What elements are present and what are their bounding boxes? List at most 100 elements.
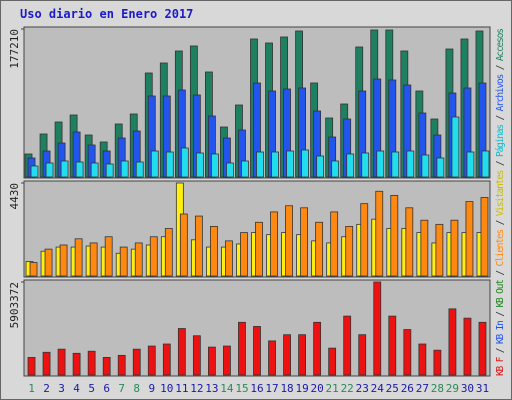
bar (132, 348, 141, 376)
legend-separator: / (495, 265, 506, 280)
bar (316, 155, 325, 178)
bar (448, 308, 457, 376)
bar (271, 151, 279, 178)
bar (373, 281, 382, 376)
bar (478, 321, 487, 376)
bar (481, 150, 490, 178)
bar (328, 347, 337, 376)
x-tick-label: 7 (118, 382, 125, 395)
legend-label: KB F (495, 356, 506, 376)
bar (270, 211, 278, 277)
x-tick-label: 24 (371, 382, 385, 395)
bar (27, 357, 36, 376)
bar (59, 244, 68, 277)
legend-label: KB In (495, 320, 506, 344)
bar (104, 236, 113, 277)
bar (192, 335, 201, 376)
x-tick-label: 27 (416, 382, 429, 395)
x-tick-label: 11 (175, 382, 188, 395)
x-tick-label: 29 (446, 382, 459, 395)
x-tick-label: 3 (58, 382, 65, 395)
bar (480, 197, 489, 277)
bar (29, 262, 38, 277)
legend-label: KB Out (495, 279, 506, 308)
x-tick-label: 23 (356, 382, 369, 395)
bar (162, 343, 171, 376)
bar (238, 321, 246, 376)
legend-label: Accesos (495, 28, 506, 61)
bar (208, 346, 216, 376)
bar (463, 317, 472, 376)
bar (60, 160, 69, 178)
bar (240, 232, 248, 277)
x-tick-label: 15 (235, 382, 248, 395)
bar (403, 329, 412, 376)
bar (44, 248, 53, 277)
bar (241, 160, 249, 178)
bar (418, 343, 427, 376)
bar (177, 328, 186, 376)
bar (194, 215, 203, 277)
x-tick-label: 16 (250, 382, 263, 395)
legend: KB F / KB In / KB Out / Clientes / Visit… (495, 28, 506, 376)
bar (301, 149, 309, 178)
bar (180, 147, 189, 178)
x-tick-label: 4 (73, 382, 80, 395)
legend-separator: / (495, 343, 506, 358)
bar (465, 201, 474, 277)
bar (225, 240, 233, 277)
bar (343, 315, 352, 376)
bar (135, 161, 144, 178)
x-tick-label: 10 (160, 382, 173, 395)
bar (375, 190, 384, 277)
bar (466, 151, 475, 178)
x-tick-label: 28 (431, 382, 444, 395)
bar (361, 152, 370, 178)
bar (30, 165, 39, 178)
x-tick-label: 12 (190, 382, 203, 395)
bar (358, 334, 367, 376)
bar (87, 350, 96, 376)
x-tick-label: 1 (28, 382, 35, 395)
bar (268, 340, 276, 376)
bar (420, 219, 429, 277)
bar (255, 221, 263, 277)
legend-label: Clientes (495, 229, 506, 267)
bar (147, 345, 156, 376)
bar (298, 334, 306, 376)
x-tick-label: 30 (461, 382, 474, 395)
bar (179, 213, 188, 277)
bar (210, 225, 218, 277)
bar (74, 238, 83, 277)
x-tick-label: 22 (341, 382, 354, 395)
bar (164, 228, 173, 277)
bar (45, 162, 54, 178)
bar (421, 154, 430, 178)
bar (283, 334, 291, 376)
y-tick-label: 4430 (8, 183, 21, 210)
legend-label: Archivos (495, 74, 506, 112)
bar (90, 162, 99, 178)
legend-separator: / (495, 215, 506, 230)
bar (120, 160, 129, 178)
bar (436, 157, 445, 178)
bar (89, 242, 98, 277)
bar (150, 150, 159, 178)
bar (376, 150, 385, 178)
bar (149, 236, 158, 277)
x-tick-label: 13 (205, 382, 218, 395)
bar (211, 153, 219, 178)
x-tick-label: 5 (88, 382, 95, 395)
y-tick-label: 5903372 (8, 282, 21, 328)
bar (300, 207, 308, 277)
bar (119, 246, 128, 277)
bar (195, 152, 204, 178)
legend-separator: / (495, 156, 506, 171)
legend-separator: / (495, 306, 506, 321)
x-tick-label: 6 (103, 382, 110, 395)
x-tick-label: 9 (148, 382, 155, 395)
legend-label: Páginas (495, 124, 506, 157)
x-tick-label: 31 (476, 382, 489, 395)
bar (330, 211, 339, 277)
